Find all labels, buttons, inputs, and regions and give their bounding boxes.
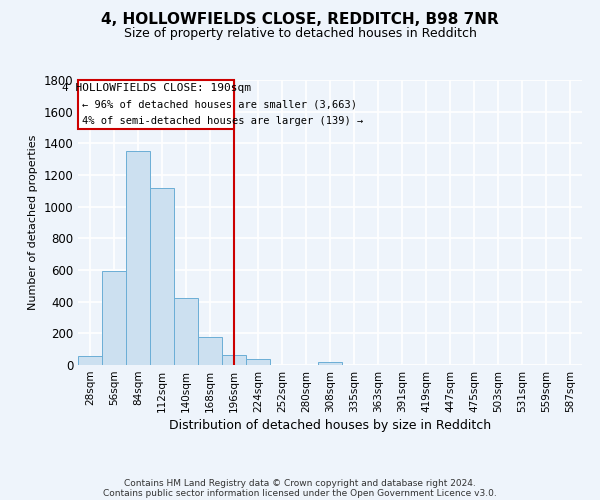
Text: Contains HM Land Registry data © Crown copyright and database right 2024.: Contains HM Land Registry data © Crown c… xyxy=(124,479,476,488)
Y-axis label: Number of detached properties: Number of detached properties xyxy=(28,135,38,310)
Bar xyxy=(246,360,270,365)
Bar xyxy=(126,151,150,365)
Bar xyxy=(150,188,174,365)
Bar xyxy=(102,271,126,365)
Bar xyxy=(78,356,102,365)
Bar xyxy=(318,362,342,365)
Text: ← 96% of detached houses are smaller (3,663): ← 96% of detached houses are smaller (3,… xyxy=(82,100,356,110)
Text: 4, HOLLOWFIELDS CLOSE, REDDITCH, B98 7NR: 4, HOLLOWFIELDS CLOSE, REDDITCH, B98 7NR xyxy=(101,12,499,28)
Bar xyxy=(174,298,198,365)
Text: Contains public sector information licensed under the Open Government Licence v3: Contains public sector information licen… xyxy=(103,489,497,498)
Text: Size of property relative to detached houses in Redditch: Size of property relative to detached ho… xyxy=(124,28,476,40)
X-axis label: Distribution of detached houses by size in Redditch: Distribution of detached houses by size … xyxy=(169,419,491,432)
Bar xyxy=(222,354,246,365)
Text: 4 HOLLOWFIELDS CLOSE: 190sqm: 4 HOLLOWFIELDS CLOSE: 190sqm xyxy=(62,83,251,93)
Bar xyxy=(198,338,222,365)
Text: 4% of semi-detached houses are larger (139) →: 4% of semi-detached houses are larger (1… xyxy=(82,116,363,126)
FancyBboxPatch shape xyxy=(78,80,234,129)
